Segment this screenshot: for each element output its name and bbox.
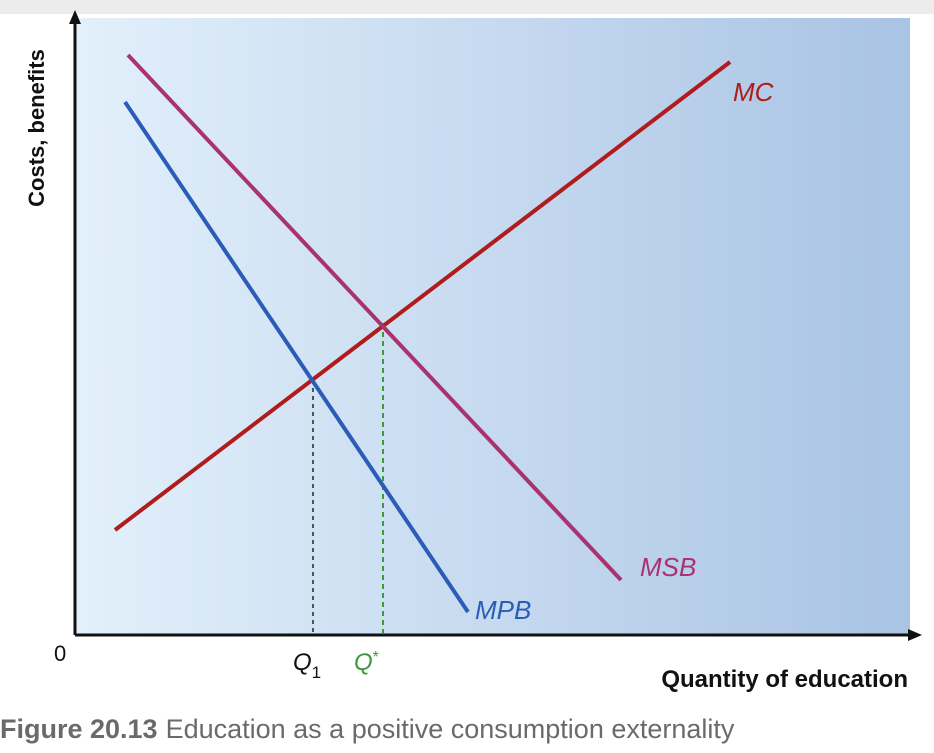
caption-text: Education as a positive consumption exte… xyxy=(166,714,735,744)
x-axis-label: Quantity of education xyxy=(661,666,908,693)
origin-label: 0 xyxy=(54,641,66,666)
msb-curve xyxy=(126,53,623,582)
caption-number: Figure 20.13 xyxy=(0,714,158,744)
mpb-curve xyxy=(123,100,470,614)
x-axis-arrow xyxy=(908,629,922,641)
caption: Figure 20.13 Education as a positive cons… xyxy=(0,714,735,744)
y-axis-label: Costs, benefits xyxy=(24,49,49,207)
curve-label: MSB xyxy=(640,552,696,582)
quantity-letter: Q xyxy=(293,649,312,676)
mc-curve xyxy=(113,60,732,532)
quantity-superscript: * xyxy=(373,649,379,666)
curve-label: MPB xyxy=(475,595,531,625)
top-strip xyxy=(0,0,934,14)
quantity-letter: Q xyxy=(354,649,373,676)
quantity-label: Q* xyxy=(354,649,379,676)
curve-label: MC xyxy=(733,77,774,107)
y-axis-arrow xyxy=(69,10,81,24)
quantity-subscript: 1 xyxy=(312,663,321,682)
quantity-label: Q1 xyxy=(293,649,321,682)
plot-background xyxy=(75,18,910,635)
